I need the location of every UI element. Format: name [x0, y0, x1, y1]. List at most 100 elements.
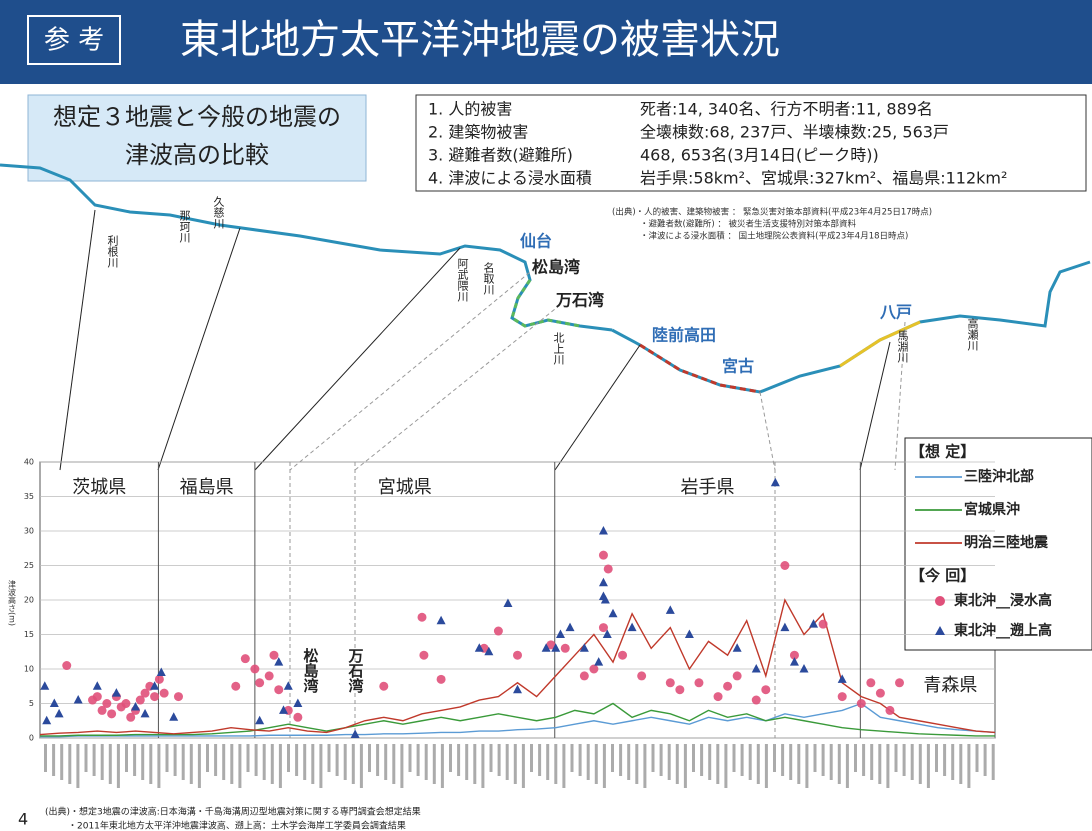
triangle-marker: [594, 657, 604, 666]
triangle-marker: [283, 681, 293, 690]
station-label: [935, 744, 938, 772]
station-label: [303, 744, 307, 780]
station-label: [141, 744, 145, 780]
circle-marker: [126, 712, 136, 722]
tag: 参 考: [44, 26, 104, 56]
triangle-marker: [54, 708, 64, 718]
circle-marker: [723, 681, 733, 691]
triangle-marker: [608, 608, 618, 618]
triangle-marker: [474, 643, 484, 652]
damage-source: ・津波による浸水面積 ： 国土地理院公表資料(平成23年4月18日時点): [640, 231, 908, 242]
circle-marker: [135, 695, 145, 705]
y-tick-label: 5: [29, 699, 34, 708]
title: 東北地方太平洋沖地震の被害状況: [180, 17, 780, 63]
circle-marker: [713, 692, 723, 702]
circle-marker: [675, 685, 685, 695]
dashed-connectors: [289, 267, 906, 471]
circle-marker: [159, 688, 169, 698]
circle-marker: [264, 671, 274, 681]
station-label: [157, 744, 161, 788]
station-label: [530, 744, 533, 772]
station-label: [230, 744, 234, 784]
triangle-marker: [513, 684, 522, 694]
circle-marker: [598, 550, 608, 560]
station-label: [165, 744, 169, 772]
legend-swatch: [935, 626, 945, 635]
map-label: 北上川: [552, 332, 565, 365]
comparison-line: 想定３地震と今般の地震の: [53, 103, 341, 131]
station-label: [408, 744, 412, 772]
legend-label: 宮城県沖: [964, 501, 1020, 518]
station-label: [797, 744, 801, 784]
triangle-marker: [780, 622, 790, 632]
station-label: [295, 744, 299, 776]
circle-marker: [274, 685, 284, 695]
station-label: [222, 744, 226, 780]
station-label: [700, 744, 704, 776]
damage-label: 4. 津波による浸水面積: [428, 169, 592, 188]
station-label: [943, 744, 947, 776]
station-label: [837, 744, 841, 784]
coastline-highlight: [510, 279, 581, 328]
station-label: [473, 744, 477, 784]
station-label: [116, 744, 120, 788]
region-label: 茨城県: [72, 477, 126, 498]
triangle-marker: [809, 619, 819, 628]
station-label: [108, 744, 112, 784]
map-label: 那珂川: [178, 210, 191, 243]
station-label: [910, 744, 914, 780]
triangle-marker: [565, 622, 575, 632]
circle-marker: [269, 650, 279, 660]
station-label: [586, 744, 590, 780]
map-label: 宮古: [722, 357, 754, 376]
circle-marker: [637, 671, 647, 681]
circle-marker: [780, 561, 790, 570]
station-label: [959, 744, 963, 784]
station-label: [384, 744, 388, 780]
page-number: 4: [18, 810, 28, 829]
station-label: [748, 744, 752, 780]
tag-box: [27, 15, 121, 65]
damage-box: [415, 94, 1087, 192]
circle-marker: [62, 661, 72, 671]
region-label: 福島県: [180, 477, 234, 498]
station-label: [805, 744, 809, 788]
station-label: [627, 744, 631, 780]
circle-marker: [493, 626, 503, 636]
circle-marker: [240, 654, 250, 664]
triangle-marker: [73, 695, 83, 704]
damage-source: (出典)・人的被害、建築物被害 ： 緊急災害対策本部資料(平成23年4月25日1…: [612, 207, 932, 218]
legend-swatch: [935, 596, 945, 606]
series-line: [40, 702, 996, 738]
station-label: [708, 744, 712, 780]
triangle-marker: [140, 708, 150, 718]
triangle-marker: [602, 629, 612, 638]
damage-label: 3. 避難者数(避難所): [428, 146, 573, 165]
station-label: [92, 744, 96, 776]
circle-marker: [665, 678, 675, 688]
triangle-marker: [503, 598, 513, 607]
station-label: [351, 744, 355, 784]
triangle-marker: [551, 643, 561, 652]
station-label: [602, 744, 606, 788]
triangle-marker: [40, 681, 50, 690]
y-tick-label: 40: [24, 458, 34, 467]
map-label: 馬淵川: [896, 330, 909, 363]
legend-label: 明治三陸地震: [964, 534, 1049, 551]
damage-label: 1. 人的被害: [428, 100, 512, 119]
circle-marker: [379, 681, 389, 691]
station-label: [821, 744, 825, 776]
station-label: [967, 744, 971, 788]
triangle-marker: [665, 605, 675, 614]
triangle-marker: [684, 629, 694, 638]
station-label: [732, 744, 736, 772]
legend-label: 東北沖__浸水高: [954, 592, 1052, 609]
circle-marker: [546, 640, 556, 650]
station-label: [173, 744, 177, 776]
triangle-marker: [156, 667, 166, 676]
triangle-marker: [598, 577, 608, 587]
map-label: 万石湾: [555, 291, 604, 310]
map: [0, 163, 1091, 471]
triangle-marker: [484, 646, 494, 656]
